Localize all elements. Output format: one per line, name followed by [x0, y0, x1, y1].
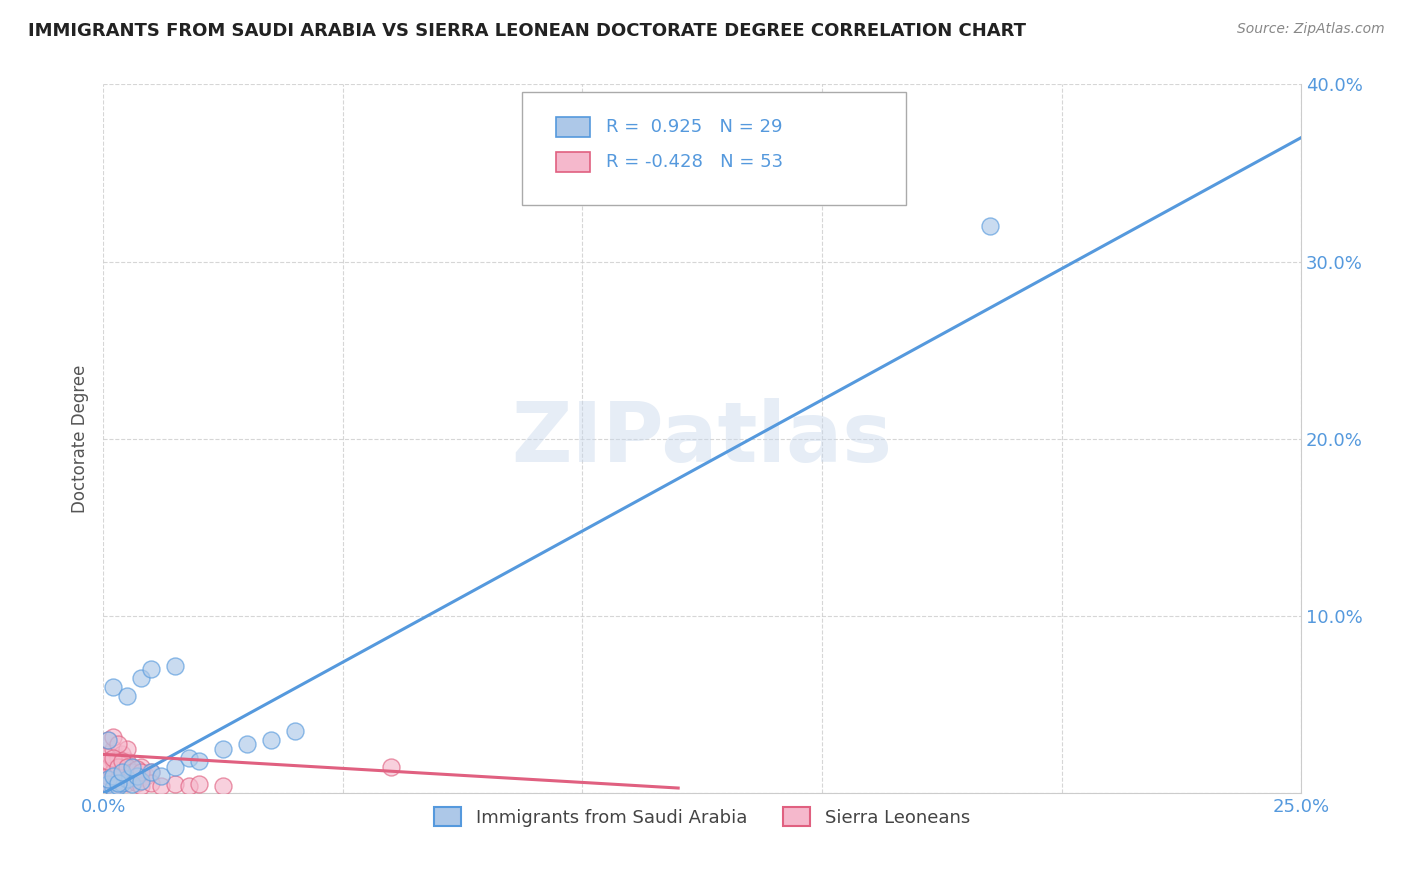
Point [97, 772, 120, 787]
Point [125, 762, 148, 776]
Point [101, 751, 124, 765]
Point [107, 760, 129, 774]
Point [979, 219, 1001, 234]
Legend: Immigrants from Saudi Arabia, Sierra Leoneans: Immigrants from Saudi Arabia, Sierra Leo… [427, 800, 977, 834]
Text: ZIPatlas: ZIPatlas [512, 399, 893, 479]
Point [111, 772, 134, 787]
Text: Source: ZipAtlas.com: Source: ZipAtlas.com [1237, 22, 1385, 37]
Point [107, 765, 129, 780]
Point [101, 780, 124, 795]
Point [179, 779, 201, 793]
Point [149, 769, 172, 783]
Point [163, 658, 186, 673]
Point [125, 775, 148, 789]
Point [121, 772, 143, 787]
Point [107, 775, 129, 789]
Point [101, 755, 124, 769]
Point [111, 760, 134, 774]
Point [131, 773, 153, 788]
Point [97, 777, 120, 791]
Point [97, 747, 120, 762]
Point [115, 760, 138, 774]
Point [115, 772, 138, 787]
FancyBboxPatch shape [523, 92, 905, 205]
Point [139, 765, 162, 780]
Point [101, 730, 124, 744]
Point [188, 777, 211, 791]
Point [125, 772, 148, 787]
Point [121, 760, 143, 774]
Point [107, 751, 129, 765]
Text: R =  0.925   N = 29: R = 0.925 N = 29 [606, 118, 783, 136]
Point [121, 760, 143, 774]
Point [97, 733, 120, 747]
Point [101, 769, 124, 783]
Point [111, 775, 134, 789]
Point [115, 689, 138, 703]
Point [97, 755, 120, 769]
Point [101, 742, 124, 756]
Point [236, 737, 259, 751]
Point [131, 760, 153, 774]
Point [163, 777, 186, 791]
Point [163, 760, 186, 774]
Point [212, 742, 235, 756]
Point [111, 765, 134, 780]
Point [97, 777, 120, 791]
Point [111, 747, 134, 762]
Point [131, 769, 153, 783]
Point [101, 765, 124, 780]
Point [101, 769, 124, 783]
Point [115, 742, 138, 756]
Point [111, 769, 134, 783]
Point [131, 779, 153, 793]
Point [135, 769, 157, 783]
Point [125, 765, 148, 780]
Point [111, 769, 134, 783]
Point [179, 751, 201, 765]
Point [121, 777, 143, 791]
Point [284, 724, 307, 739]
Point [121, 765, 143, 780]
Point [107, 737, 129, 751]
Point [125, 769, 148, 783]
Point [115, 775, 138, 789]
Point [139, 765, 162, 780]
Point [149, 779, 172, 793]
Point [97, 772, 120, 787]
Point [97, 760, 120, 774]
Point [260, 733, 283, 747]
Point [97, 733, 120, 747]
Point [97, 769, 120, 783]
Point [131, 765, 153, 780]
Bar [555, 153, 589, 172]
Point [107, 779, 129, 793]
Text: R = -0.428   N = 53: R = -0.428 N = 53 [606, 153, 783, 171]
Point [121, 765, 143, 780]
Point [139, 775, 162, 789]
Bar [555, 117, 589, 136]
Point [188, 755, 211, 769]
Point [101, 772, 124, 787]
Text: IMMIGRANTS FROM SAUDI ARABIA VS SIERRA LEONEAN DOCTORATE DEGREE CORRELATION CHAR: IMMIGRANTS FROM SAUDI ARABIA VS SIERRA L… [28, 22, 1026, 40]
Y-axis label: Doctorate Degree: Doctorate Degree [72, 365, 89, 513]
Point [139, 662, 162, 676]
Point [380, 760, 402, 774]
Point [101, 680, 124, 694]
Point [115, 772, 138, 787]
Point [131, 671, 153, 685]
Point [107, 775, 129, 789]
Point [107, 772, 129, 787]
Point [107, 777, 129, 791]
Point [111, 755, 134, 769]
Point [115, 755, 138, 769]
Point [212, 779, 235, 793]
